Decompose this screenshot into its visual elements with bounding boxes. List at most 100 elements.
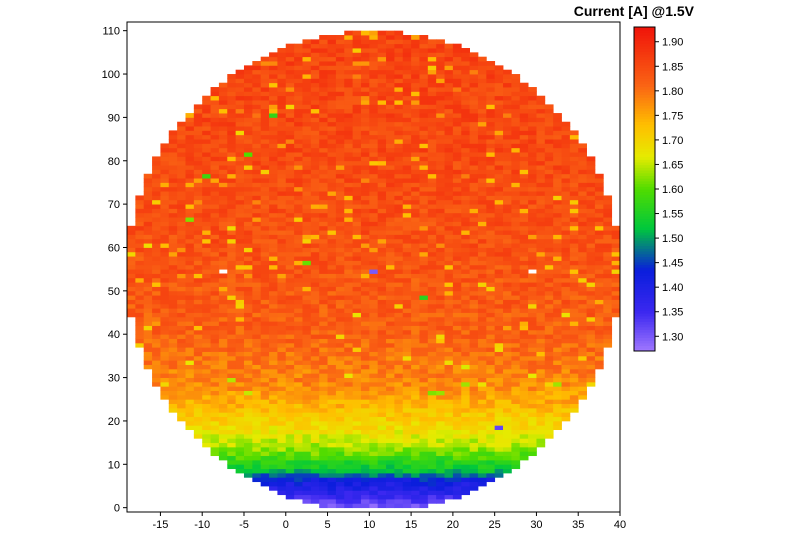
wafer-die-cell: [302, 104, 312, 110]
wafer-die-cell: [419, 407, 429, 413]
wafer-die-cell: [486, 347, 496, 352]
wafer-die-cell: [294, 316, 303, 322]
wafer-die-cell: [461, 490, 470, 496]
wafer-die-cell: [369, 100, 379, 105]
wafer-die-cell: [452, 321, 462, 326]
wafer-die-cell: [160, 256, 170, 261]
wafer-die-cell: [477, 139, 487, 144]
wafer-die-cell: [469, 61, 479, 66]
wafer-die-cell: [168, 368, 178, 374]
wafer-die-cell: [394, 472, 404, 478]
wafer-die-cell: [427, 338, 437, 344]
wafer-die-cell: [319, 455, 328, 461]
wafer-die-cell: [252, 321, 262, 326]
wafer-die-cell: [185, 130, 195, 136]
wafer-die-cell: [344, 217, 354, 222]
wafer-die-cell: [553, 282, 562, 287]
wafer-die-cell: [586, 277, 596, 283]
wafer-die-cell: [528, 260, 537, 266]
wafer-die-cell: [519, 204, 529, 209]
wafer-die-cell: [469, 455, 479, 461]
wafer-die-cell: [252, 420, 262, 426]
wafer-die-cell: [168, 286, 178, 292]
wafer-die-cell: [544, 299, 554, 305]
wafer-die-cell: [193, 316, 203, 322]
wafer-die-cell: [319, 95, 328, 101]
wafer-die-cell: [243, 325, 253, 331]
wafer-die-cell: [210, 256, 220, 261]
wafer-die-cell: [294, 438, 303, 444]
wafer-die-cell: [252, 351, 262, 357]
wafer-die-cell: [377, 355, 387, 361]
wafer-die-cell: [519, 195, 529, 201]
wafer-die-cell: [511, 321, 521, 326]
wafer-die-cell: [168, 251, 178, 257]
wafer-die-cell: [277, 61, 287, 66]
wafer-die-cell: [594, 243, 604, 248]
wafer-die-cell: [360, 243, 370, 248]
wafer-die-cell: [269, 412, 278, 418]
wafer-die-cell: [302, 347, 312, 352]
wafer-die-cell: [302, 243, 312, 248]
wafer-die-cell: [519, 139, 529, 144]
wafer-die-cell: [461, 464, 470, 470]
wafer-die-cell: [477, 420, 487, 426]
wafer-die-cell: [494, 78, 504, 84]
wafer-die-cell: [160, 143, 170, 149]
wafer-die-cell: [285, 126, 295, 131]
wafer-die-cell: [227, 273, 237, 279]
wafer-die-cell: [252, 442, 262, 448]
wafer-die-cell: [452, 368, 462, 374]
wafer-die-cell: [319, 485, 328, 491]
wafer-die-cell: [553, 134, 562, 140]
wafer-die-cell: [411, 273, 420, 279]
wafer-die-cell: [294, 108, 303, 114]
wafer-die-cell: [243, 438, 253, 444]
wafer-die-cell: [486, 117, 496, 123]
wafer-die-cell: [302, 451, 312, 457]
wafer-die-cell: [461, 234, 470, 240]
wafer-die-cell: [360, 394, 370, 400]
wafer-die-cell: [369, 425, 379, 431]
wafer-die-cell: [243, 468, 253, 474]
wafer-die-cell: [319, 334, 328, 339]
wafer-die-cell: [193, 321, 203, 326]
wafer-die-cell: [436, 108, 445, 114]
wafer-die-cell: [536, 321, 546, 326]
wafer-die-cell: [294, 65, 303, 71]
wafer-die-cell: [160, 329, 170, 335]
wafer-die-cell: [411, 104, 420, 110]
wafer-die-cell: [210, 390, 220, 396]
wafer-die-cell: [461, 399, 470, 404]
wafer-die-cell: [603, 238, 613, 244]
wafer-die-cell: [461, 221, 470, 227]
wafer-die-cell: [227, 95, 237, 101]
wafer-die-cell: [285, 485, 295, 491]
wafer-die-cell: [235, 446, 245, 452]
wafer-die-cell: [528, 143, 537, 149]
wafer-die-cell: [294, 256, 303, 261]
wafer-die-cell: [427, 459, 437, 465]
wafer-die-cell: [294, 251, 303, 257]
wafer-die-cell: [302, 290, 312, 296]
wafer-die-cell: [302, 182, 312, 188]
wafer-die-cell: [360, 126, 370, 131]
wafer-die-cell: [160, 347, 170, 352]
wafer-die-cell: [294, 139, 303, 144]
wafer-die-cell: [302, 134, 312, 140]
wafer-die-cell: [177, 373, 186, 378]
wafer-die-cell: [461, 95, 470, 101]
wafer-die-cell: [260, 69, 270, 75]
wafer-die-cell: [452, 451, 462, 457]
wafer-die-cell: [168, 186, 178, 192]
wafer-die-cell: [411, 442, 420, 448]
wafer-die-cell: [210, 234, 220, 240]
wafer-die-cell: [327, 290, 337, 296]
wafer-die-cell: [419, 394, 429, 400]
wafer-die-cell: [252, 386, 262, 391]
wafer-die-cell: [486, 377, 496, 383]
wafer-die-cell: [402, 117, 412, 123]
wafer-die-cell: [218, 355, 228, 361]
wafer-die-cell: [411, 503, 420, 509]
wafer-die-cell: [335, 472, 345, 478]
